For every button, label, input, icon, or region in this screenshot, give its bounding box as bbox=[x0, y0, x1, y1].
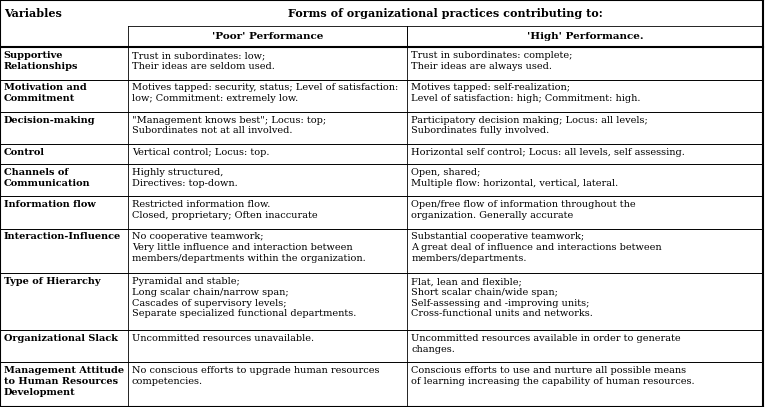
Text: Motives tapped: self-realization;
Level of satisfaction: high; Commitment: high.: Motives tapped: self-realization; Level … bbox=[411, 83, 641, 103]
Text: Supportive
Relationships: Supportive Relationships bbox=[4, 51, 79, 71]
Text: Information flow: Information flow bbox=[4, 200, 96, 209]
Text: 'Poor' Performance: 'Poor' Performance bbox=[212, 32, 324, 41]
Text: "Management knows best"; Locus: top;
Subordinates not at all involved.: "Management knows best"; Locus: top; Sub… bbox=[132, 116, 326, 136]
Text: Motivation and
Commitment: Motivation and Commitment bbox=[4, 83, 86, 103]
Text: Vertical control; Locus: top.: Vertical control; Locus: top. bbox=[132, 148, 270, 157]
Text: Channels of
Communication: Channels of Communication bbox=[4, 168, 90, 188]
Text: Highly structured,
Directives: top-down.: Highly structured, Directives: top-down. bbox=[132, 168, 237, 188]
Text: Trust in subordinates: complete;
Their ideas are always used.: Trust in subordinates: complete; Their i… bbox=[411, 51, 573, 71]
Text: Management Attitude
to Human Resources
Development: Management Attitude to Human Resources D… bbox=[4, 366, 124, 397]
Text: 'High' Performance.: 'High' Performance. bbox=[527, 32, 644, 41]
Text: Control: Control bbox=[4, 148, 45, 157]
Text: Horizontal self control; Locus: all levels, self assessing.: Horizontal self control; Locus: all leve… bbox=[411, 148, 685, 157]
Text: Uncommitted resources available in order to generate
changes.: Uncommitted resources available in order… bbox=[411, 334, 681, 354]
Text: Open/free flow of information throughout the
organization. Generally accurate: Open/free flow of information throughout… bbox=[411, 200, 636, 220]
Text: No cooperative teamwork;
Very little influence and interaction between
members/d: No cooperative teamwork; Very little inf… bbox=[132, 232, 365, 263]
Text: Organizational Slack: Organizational Slack bbox=[4, 334, 118, 343]
Text: Participatory decision making; Locus: all levels;
Subordinates fully involved.: Participatory decision making; Locus: al… bbox=[411, 116, 648, 136]
Text: Forms of organizational practices contributing to:: Forms of organizational practices contri… bbox=[288, 8, 603, 19]
Text: Conscious efforts to use and nurture all possible means
of learning increasing t: Conscious efforts to use and nurture all… bbox=[411, 366, 695, 386]
Text: No conscious efforts to upgrade human resources
competencies.: No conscious efforts to upgrade human re… bbox=[132, 366, 379, 386]
Text: Motives tapped: security, status; Level of satisfaction:
low; Commitment: extrem: Motives tapped: security, status; Level … bbox=[132, 83, 398, 103]
Text: Substantial cooperative teamwork;
A great deal of influence and interactions bet: Substantial cooperative teamwork; A grea… bbox=[411, 232, 662, 263]
Text: Restricted information flow.
Closed, proprietary; Often inaccurate: Restricted information flow. Closed, pro… bbox=[132, 200, 318, 220]
Text: Decision-making: Decision-making bbox=[4, 116, 96, 125]
Text: Pyramidal and stable;
Long scalar chain/narrow span;
Cascades of supervisory lev: Pyramidal and stable; Long scalar chain/… bbox=[132, 277, 356, 318]
Text: Trust in subordinates: low;
Their ideas are seldom used.: Trust in subordinates: low; Their ideas … bbox=[132, 51, 274, 71]
Text: Interaction-Influence: Interaction-Influence bbox=[4, 232, 121, 241]
Text: Type of Hierarchy: Type of Hierarchy bbox=[4, 277, 100, 286]
Text: Flat, lean and flexible;
Short scalar chain/wide span;
Self-assessing and -impro: Flat, lean and flexible; Short scalar ch… bbox=[411, 277, 593, 318]
Text: Uncommitted resources unavailable.: Uncommitted resources unavailable. bbox=[132, 334, 314, 343]
Text: Open, shared;
Multiple flow: horizontal, vertical, lateral.: Open, shared; Multiple flow: horizontal,… bbox=[411, 168, 618, 188]
Text: Variables: Variables bbox=[4, 8, 62, 19]
